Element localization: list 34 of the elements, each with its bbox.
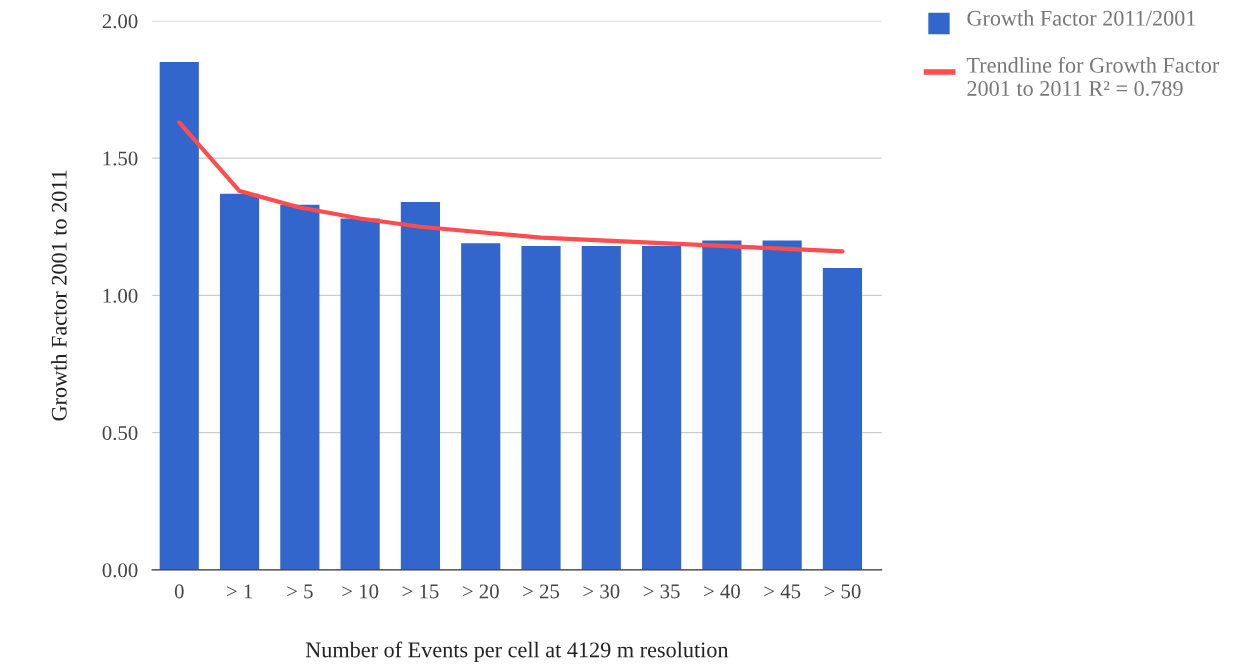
bar: [762, 240, 802, 570]
x-tick-label: > 25: [523, 584, 560, 599]
x-tick-label: > 35: [643, 584, 680, 599]
x-tick-label: 0: [174, 584, 184, 599]
y-tick-label: 0.00: [102, 563, 138, 578]
bar: [280, 204, 320, 570]
legend-label: Growth Factor 2011/2001: [967, 10, 1196, 26]
x-tick-label: > 40: [704, 584, 740, 599]
y-tick-label: 1.50: [103, 151, 138, 166]
x-tick-label: > 1: [226, 584, 252, 599]
x-tick-label: > 45: [764, 584, 801, 599]
bar: [400, 202, 441, 570]
bar: [822, 267, 863, 570]
y-tick-label: 1.00: [103, 288, 138, 303]
legend-label: Trendline for Growth Factor 2001 to 2011 R² = 0.789: [966, 56, 1220, 97]
line-series: [177, 120, 845, 254]
x-tick-label: > 5: [287, 584, 313, 599]
x-tick-label: > 20: [462, 584, 499, 599]
bar: [521, 245, 561, 570]
x-tick-label: > 50: [824, 584, 861, 599]
x-tick-label: > 10: [342, 584, 379, 599]
bar: [461, 243, 501, 570]
y-axis-title: Growth Factor 2001 to 2011: [51, 170, 67, 421]
bar: [702, 240, 742, 570]
bar: [641, 245, 682, 570]
y-tick-label: 0.50: [102, 425, 138, 441]
x-axis-title: Number of Events per cell at 4129 m resolution: [305, 641, 729, 662]
x-tick-label: > 15: [402, 584, 439, 599]
bar: [159, 62, 199, 570]
bar: [581, 245, 621, 570]
bar: [219, 193, 260, 570]
x-tick-label: > 30: [583, 584, 620, 599]
bar: [340, 218, 380, 570]
y-tick-label: 2.00: [102, 14, 138, 29]
